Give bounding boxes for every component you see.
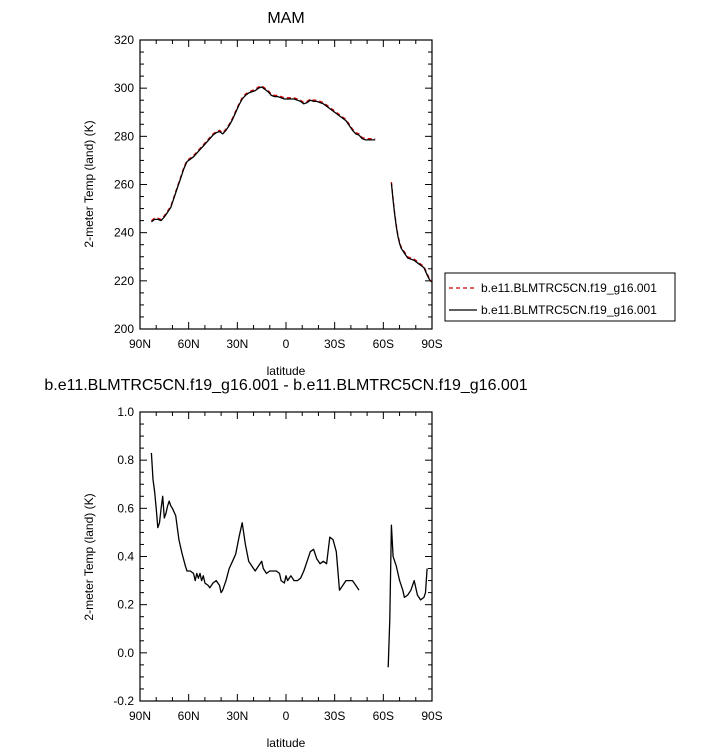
bottom-plot-title: b.e11.BLMTRC5CN.f19_g16.001 - b.e11.BLMT… bbox=[44, 377, 527, 394]
top-plot-xlabel: latitude bbox=[267, 364, 306, 378]
top-x-tick-label: 30S bbox=[324, 337, 345, 351]
bottom-x-tick-label: 0 bbox=[283, 709, 290, 723]
top-x-tick-label: 90S bbox=[421, 337, 442, 351]
legend-box bbox=[444, 272, 676, 322]
top-x-tick-label: 0 bbox=[283, 337, 290, 351]
legend: b.e11.BLMTRC5CN.f19_g16.001 b.e11.BLMTRC… bbox=[444, 272, 676, 322]
bottom-y-tick-label: 0.4 bbox=[117, 550, 134, 564]
bottom-y-tick-label: 0.0 bbox=[117, 646, 134, 660]
bottom-y-tick-label: 0.6 bbox=[117, 501, 134, 515]
top-series-2-line bbox=[151, 86, 376, 223]
top-x-tick-label: 30N bbox=[226, 337, 248, 351]
bottom-x-tick-label: 90N bbox=[129, 709, 151, 723]
top-y-tick-label: 320 bbox=[114, 33, 134, 47]
bottom-y-tick-label: 1.0 bbox=[117, 405, 134, 419]
bottom-series-1-line bbox=[150, 452, 360, 594]
bottom-plot-ylabel: 2-meter Temp (land) (K) bbox=[82, 493, 96, 620]
top-y-tick-label: 280 bbox=[114, 129, 134, 143]
top-plot-panel: MAM 2-meter Temp (land) (K) latitude 90N… bbox=[82, 10, 443, 378]
bottom-x-tick-label: 30N bbox=[226, 709, 248, 723]
bottom-x-tick-label: 90S bbox=[421, 709, 442, 723]
bottom-x-tick-label: 60S bbox=[373, 709, 394, 723]
top-series-2-line bbox=[390, 183, 433, 283]
top-y-tick-label: 220 bbox=[114, 274, 134, 288]
bottom-y-tick-label: 0.2 bbox=[117, 598, 134, 612]
top-y-tick-label: 240 bbox=[114, 226, 134, 240]
legend-label-series-1: b.e11.BLMTRC5CN.f19_g16.001 bbox=[481, 281, 657, 295]
top-plot-frame bbox=[139, 39, 433, 330]
top-plot-marks: 90N 60N 30N 0 30S 60S 90S 200 220 240 260 280 300 320 bbox=[114, 33, 443, 351]
top-y-tick-label: 260 bbox=[114, 178, 134, 192]
top-x-tick-label: 60S bbox=[373, 337, 394, 351]
top-x-tick-label: 90N bbox=[129, 337, 151, 351]
bottom-y-tick-label: 0.8 bbox=[117, 453, 134, 467]
top-y-tick-label: 200 bbox=[114, 322, 134, 336]
bottom-x-tick-label: 30S bbox=[324, 709, 345, 723]
top-x-tick-label: 60N bbox=[178, 337, 200, 351]
bottom-plot-xlabel: latitude bbox=[267, 736, 306, 750]
top-series-1-line bbox=[151, 85, 376, 222]
bottom-plot-panel: b.e11.BLMTRC5CN.f19_g16.001 - b.e11.BLMT… bbox=[44, 377, 527, 750]
bottom-series-1-line bbox=[387, 524, 428, 668]
bottom-plot-marks: 90N 60N 30N 0 30S 60S 90S -0.2 0.0 0.2 0.4 0.6 0.8 1.… bbox=[113, 405, 442, 723]
bottom-x-tick-label: 60N bbox=[178, 709, 200, 723]
bottom-y-tick-label: -0.2 bbox=[113, 694, 134, 708]
legend-label-series-2: b.e11.BLMTRC5CN.f19_g16.001 bbox=[481, 303, 657, 317]
top-plot-ylabel: 2-meter Temp (land) (K) bbox=[82, 120, 96, 247]
top-plot-title: MAM bbox=[267, 10, 304, 27]
top-y-tick-label: 300 bbox=[114, 81, 134, 95]
